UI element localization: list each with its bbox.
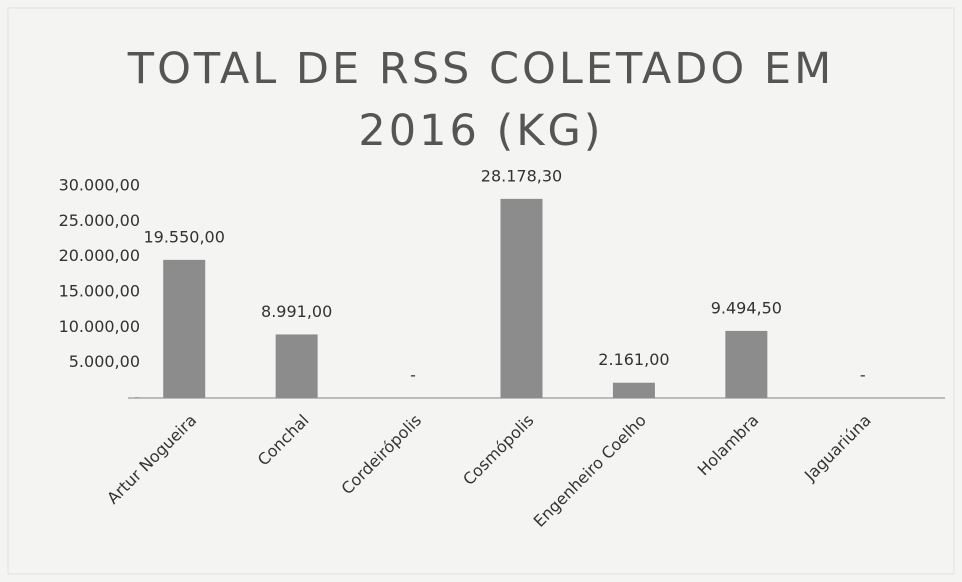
x-tick-label: Cosmópolis (459, 411, 537, 489)
bar (725, 330, 768, 398)
y-tick-label: - (134, 388, 140, 407)
y-tick-label: 15.000,00 (59, 282, 140, 301)
chart-title: TOTAL DE RSS COLETADO EM 2016 (KG) (127, 44, 835, 156)
value-label: 8.991,00 (261, 302, 332, 321)
x-tick-label: Jaguariúna (800, 411, 875, 486)
value-label: 19.550,00 (143, 227, 224, 246)
bar (612, 382, 655, 398)
bar (275, 334, 318, 398)
value-label: - (410, 366, 416, 385)
x-tick-label: Holambra (694, 411, 763, 480)
y-tick-label: 20.000,00 (59, 246, 140, 265)
x-tick-label: Cordeirópolis (337, 411, 425, 499)
x-tick-label: Conchal (254, 411, 313, 470)
y-tick-label: 5.000,00 (69, 352, 140, 371)
bar (500, 198, 543, 398)
chart-border (7, 7, 955, 575)
x-tick-label: Engenheiro Coelho (530, 411, 650, 531)
value-label: - (860, 366, 866, 385)
y-tick-label: 30.000,00 (59, 176, 140, 195)
y-tick-label: 25.000,00 (59, 211, 140, 230)
bar (163, 259, 206, 398)
y-tick-label: 10.000,00 (59, 317, 140, 336)
x-tick-label: Artur Nogueira (103, 411, 200, 508)
value-label: 9.494,50 (711, 298, 782, 317)
value-label: 28.178,30 (481, 166, 562, 185)
value-label: 2.161,00 (598, 350, 669, 369)
